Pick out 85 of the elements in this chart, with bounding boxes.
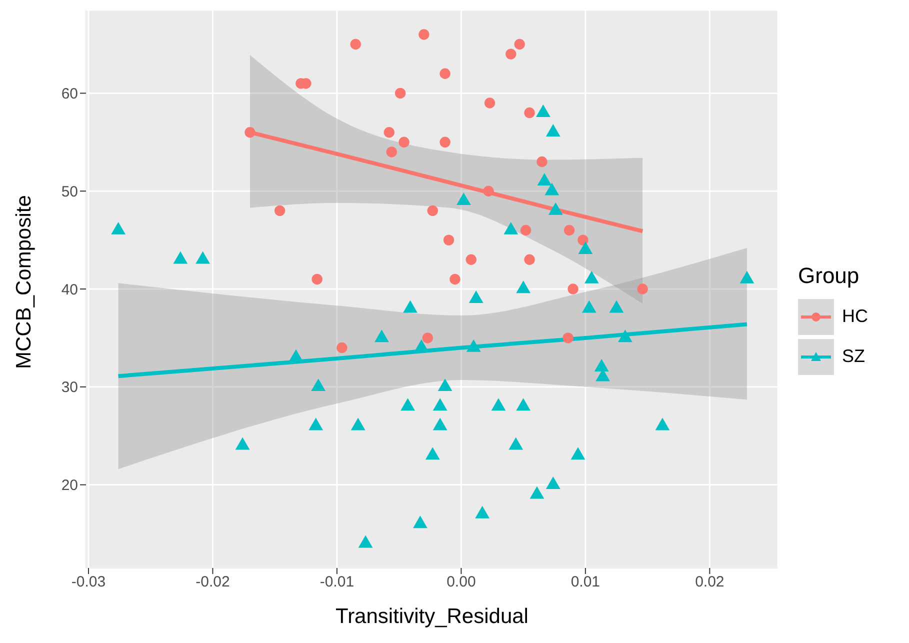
point <box>358 535 373 548</box>
y-tick-label: 20 <box>61 477 78 494</box>
point <box>466 339 481 352</box>
point <box>655 418 670 430</box>
point <box>288 349 304 362</box>
point <box>403 300 418 313</box>
point <box>438 378 452 392</box>
legend-title: Group <box>798 262 860 288</box>
point <box>584 270 599 284</box>
x-tick-label: 0.00 <box>446 574 476 591</box>
point <box>398 136 410 148</box>
point <box>637 284 648 294</box>
y-axis-title: MCCB_Composite <box>12 195 36 369</box>
point <box>443 234 454 246</box>
point <box>244 127 256 138</box>
point <box>491 398 506 411</box>
x-tick-label: 0.02 <box>695 574 724 591</box>
point <box>468 290 484 303</box>
point <box>456 192 471 206</box>
legend-label: HC <box>842 306 868 327</box>
point <box>196 251 210 264</box>
point <box>516 280 531 294</box>
point <box>570 447 586 460</box>
point <box>506 48 516 60</box>
point <box>544 182 560 196</box>
y-tick-label: 50 <box>61 183 78 200</box>
y-tick-label: 40 <box>61 281 78 298</box>
point <box>578 242 593 254</box>
point <box>412 516 428 528</box>
point <box>546 124 560 137</box>
point <box>386 146 397 158</box>
x-tick-label: -0.01 <box>320 574 354 591</box>
point <box>427 205 438 216</box>
legend-label: SZ <box>842 346 866 367</box>
y-tick-label: 30 <box>61 379 78 396</box>
point <box>524 107 535 118</box>
point <box>594 358 609 372</box>
point <box>440 136 450 148</box>
point <box>374 330 389 342</box>
point <box>548 202 563 215</box>
point <box>520 224 532 236</box>
point <box>578 234 588 246</box>
x-axis-title: Transitivity_Residual <box>336 605 528 628</box>
point <box>508 437 524 450</box>
point <box>308 418 324 430</box>
point <box>384 127 394 138</box>
point <box>536 156 548 168</box>
point <box>425 447 440 460</box>
point <box>582 300 596 313</box>
point <box>609 300 624 313</box>
point <box>524 254 535 265</box>
point <box>440 68 450 79</box>
point <box>400 398 415 411</box>
point <box>432 418 448 430</box>
point <box>568 284 578 294</box>
x-tick-label: 0.01 <box>570 574 600 591</box>
point <box>546 476 560 489</box>
point <box>740 270 754 284</box>
point <box>484 98 496 108</box>
point <box>483 186 494 196</box>
point <box>466 254 476 265</box>
point <box>432 398 448 411</box>
point <box>414 339 429 352</box>
point <box>564 224 575 236</box>
point <box>514 38 525 50</box>
point <box>504 222 518 234</box>
x-tick-label: -0.03 <box>71 574 106 591</box>
point <box>312 274 322 285</box>
y-tick-label: 60 <box>61 86 78 103</box>
point <box>516 398 531 411</box>
line-series <box>116 322 749 378</box>
point <box>530 486 544 499</box>
point <box>450 274 460 285</box>
x-tick-label: -0.02 <box>196 574 230 591</box>
point <box>350 38 361 50</box>
point <box>618 330 632 342</box>
point <box>111 222 126 234</box>
point <box>173 251 188 264</box>
point <box>475 506 490 518</box>
point <box>235 437 250 450</box>
point <box>274 205 286 216</box>
point <box>418 29 430 40</box>
point <box>350 418 366 430</box>
point <box>394 88 406 99</box>
point <box>311 378 326 392</box>
